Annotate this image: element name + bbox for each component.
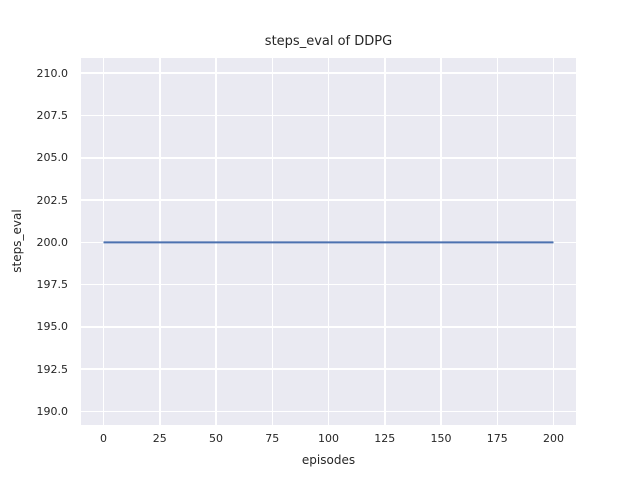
x-axis-label: episodes [301, 453, 356, 467]
y-tick-label: 205.0 [36, 151, 69, 165]
y-gridline [81, 72, 576, 74]
y-gridline [81, 410, 576, 413]
x-tick-label: 75 [265, 432, 280, 445]
y-tick-label: 210.0 [36, 66, 69, 80]
plot-area [81, 58, 576, 425]
plot-canvas [103, 241, 554, 244]
y-tick-label: 202.5 [36, 193, 69, 207]
chart-title: steps_eval of DDPG [264, 34, 393, 49]
y-gridline [81, 157, 576, 159]
y-gridline [81, 114, 576, 117]
y-tick-label: 195.0 [36, 320, 69, 334]
y-gridline [81, 199, 576, 201]
y-gridline [81, 283, 576, 286]
y-gridline [81, 326, 576, 328]
x-tick-label: 150 [430, 432, 452, 445]
y-tick-label: 207.5 [36, 109, 69, 122]
x-tick-label: 175 [486, 432, 508, 445]
y-tick-label: 200.0 [36, 235, 69, 249]
x-tick-label: 100 [318, 432, 339, 445]
x-tick-label: 0 [100, 432, 107, 445]
y-tick-label: 197.5 [36, 278, 69, 292]
y-tick-label: 192.5 [36, 362, 69, 376]
y-tick-label: 190.0 [36, 404, 69, 418]
x-tick-label: 200 [543, 432, 564, 445]
y-gridline [81, 368, 576, 370]
x-tick-label: 50 [209, 432, 223, 445]
x-tick-label: 125 [374, 432, 396, 445]
x-tick-label: 25 [152, 432, 167, 445]
